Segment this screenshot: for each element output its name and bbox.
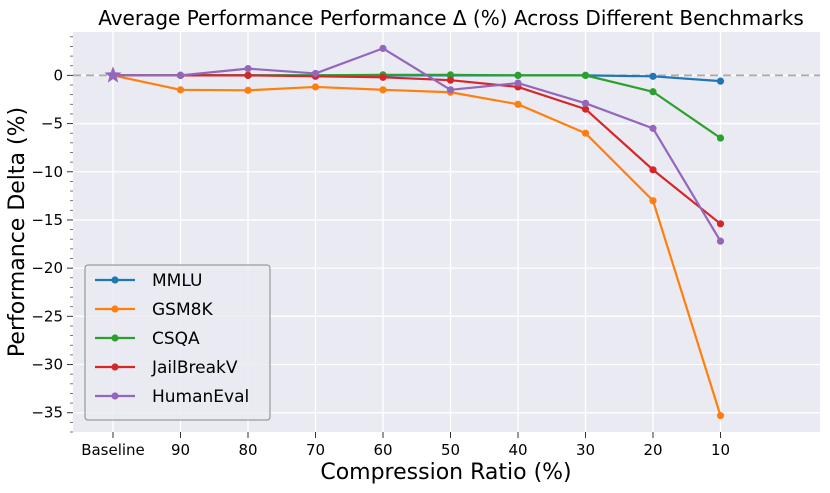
legend: MMLU GSM8K CSQA JailBreakV HumanEval xyxy=(84,264,271,421)
y-tick-label: −10 xyxy=(31,163,63,181)
data-point-jailbreakv xyxy=(581,105,590,113)
y-tick-label: −30 xyxy=(31,356,63,374)
x-tick-label: 50 xyxy=(441,441,460,459)
series-humaneval xyxy=(113,44,725,245)
y-tick-label: −5 xyxy=(41,115,63,133)
x-tick-label: 70 xyxy=(306,441,325,459)
y-tick-label: −35 xyxy=(31,404,63,422)
y-minor-ticks xyxy=(70,36,73,433)
data-point-humaneval xyxy=(244,65,252,73)
data-point-humaneval xyxy=(311,69,320,78)
chart-title: Average Performance Performance Δ (%) Ac… xyxy=(98,6,804,30)
y-tick-label: 0 xyxy=(53,66,63,84)
legend-marker-csqa xyxy=(111,334,119,342)
legend-marker-humaneval xyxy=(111,392,119,400)
data-point-gsm8k xyxy=(379,86,387,94)
data-point-gsm8k xyxy=(716,412,725,420)
series-gsm8k xyxy=(112,74,725,420)
data-point-csqa xyxy=(446,71,455,79)
legend-marker-jailbreakv xyxy=(111,363,119,371)
y-axis-label: Performance Delta (%) xyxy=(5,107,30,357)
y-tick-label: −15 xyxy=(31,211,63,229)
data-point-humaneval xyxy=(176,71,185,79)
data-point-csqa xyxy=(716,134,725,142)
x-tick-label: 40 xyxy=(508,441,527,459)
x-axis-label: Compression Ratio (%) xyxy=(320,460,571,485)
data-point-jailbreakv xyxy=(716,220,725,228)
legend-label-humaneval: HumanEval xyxy=(152,387,249,407)
x-tick-label: 60 xyxy=(373,441,392,459)
y-axis-ticks: 0 −5 −10 −15 −20 −25 −30 −35 xyxy=(31,66,73,422)
legend-label-csqa: CSQA xyxy=(152,329,200,349)
data-point-humaneval xyxy=(379,44,387,52)
series-line-humaneval xyxy=(113,47,722,242)
data-point-humaneval xyxy=(581,99,590,107)
data-point-humaneval xyxy=(649,124,657,132)
legend-marker-gsm8k xyxy=(111,305,119,313)
x-tick-label: 30 xyxy=(576,441,595,459)
data-point-gsm8k xyxy=(311,83,320,91)
data-point-jailbreakv xyxy=(244,71,252,79)
series-line-gsm8k xyxy=(112,74,722,416)
data-point-humaneval xyxy=(514,79,522,87)
data-point-humaneval xyxy=(716,237,725,245)
legend-label-mmlu: MMLU xyxy=(152,271,202,291)
data-point-csqa xyxy=(581,71,590,79)
data-point-gsm8k xyxy=(581,129,590,137)
y-tick-label: −25 xyxy=(31,307,63,325)
legend-label-jailbreakv: JailBreakV xyxy=(151,358,238,378)
x-tick-label: 10 xyxy=(711,441,730,459)
data-point-gsm8k xyxy=(176,86,185,94)
x-axis-ticks: Baseline 90 80 70 60 50 40 30 20 10 xyxy=(81,432,730,459)
data-point-csqa xyxy=(514,71,522,79)
legend-marker-mmlu xyxy=(111,276,119,284)
x-tick-label: Baseline xyxy=(81,441,145,459)
data-point-csqa xyxy=(649,88,657,96)
legend-box xyxy=(84,264,271,421)
data-point-mmlu xyxy=(649,72,657,80)
data-point-mmlu xyxy=(716,77,725,85)
data-point-humaneval xyxy=(446,86,455,94)
series-line-jailbreakv xyxy=(113,74,722,225)
x-tick-label: 80 xyxy=(238,441,257,459)
y-tick-label: −20 xyxy=(31,259,63,277)
data-point-gsm8k xyxy=(649,197,657,205)
x-tick-label: 20 xyxy=(643,441,662,459)
data-point-jailbreakv xyxy=(649,166,657,174)
baseline-star-marker xyxy=(104,66,122,83)
data-point-jailbreakv xyxy=(446,76,455,84)
x-tick-label: 90 xyxy=(171,441,190,459)
data-point-gsm8k xyxy=(244,86,252,94)
data-point-gsm8k xyxy=(514,100,522,108)
data-point-jailbreakv xyxy=(379,73,387,81)
legend-label-gsm8k: GSM8K xyxy=(152,300,213,320)
series-group xyxy=(112,44,725,420)
